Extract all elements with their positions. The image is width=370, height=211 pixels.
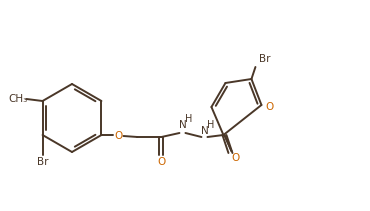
Text: Br: Br (259, 54, 271, 64)
Text: H: H (185, 114, 192, 124)
Text: O: O (231, 153, 239, 163)
Text: O: O (114, 131, 122, 141)
Text: H: H (207, 120, 214, 130)
Text: CH₃: CH₃ (8, 94, 27, 104)
Text: N: N (201, 126, 208, 136)
Text: Br: Br (37, 157, 48, 167)
Text: N: N (179, 120, 186, 130)
Text: O: O (157, 157, 165, 167)
Text: O: O (265, 102, 273, 112)
